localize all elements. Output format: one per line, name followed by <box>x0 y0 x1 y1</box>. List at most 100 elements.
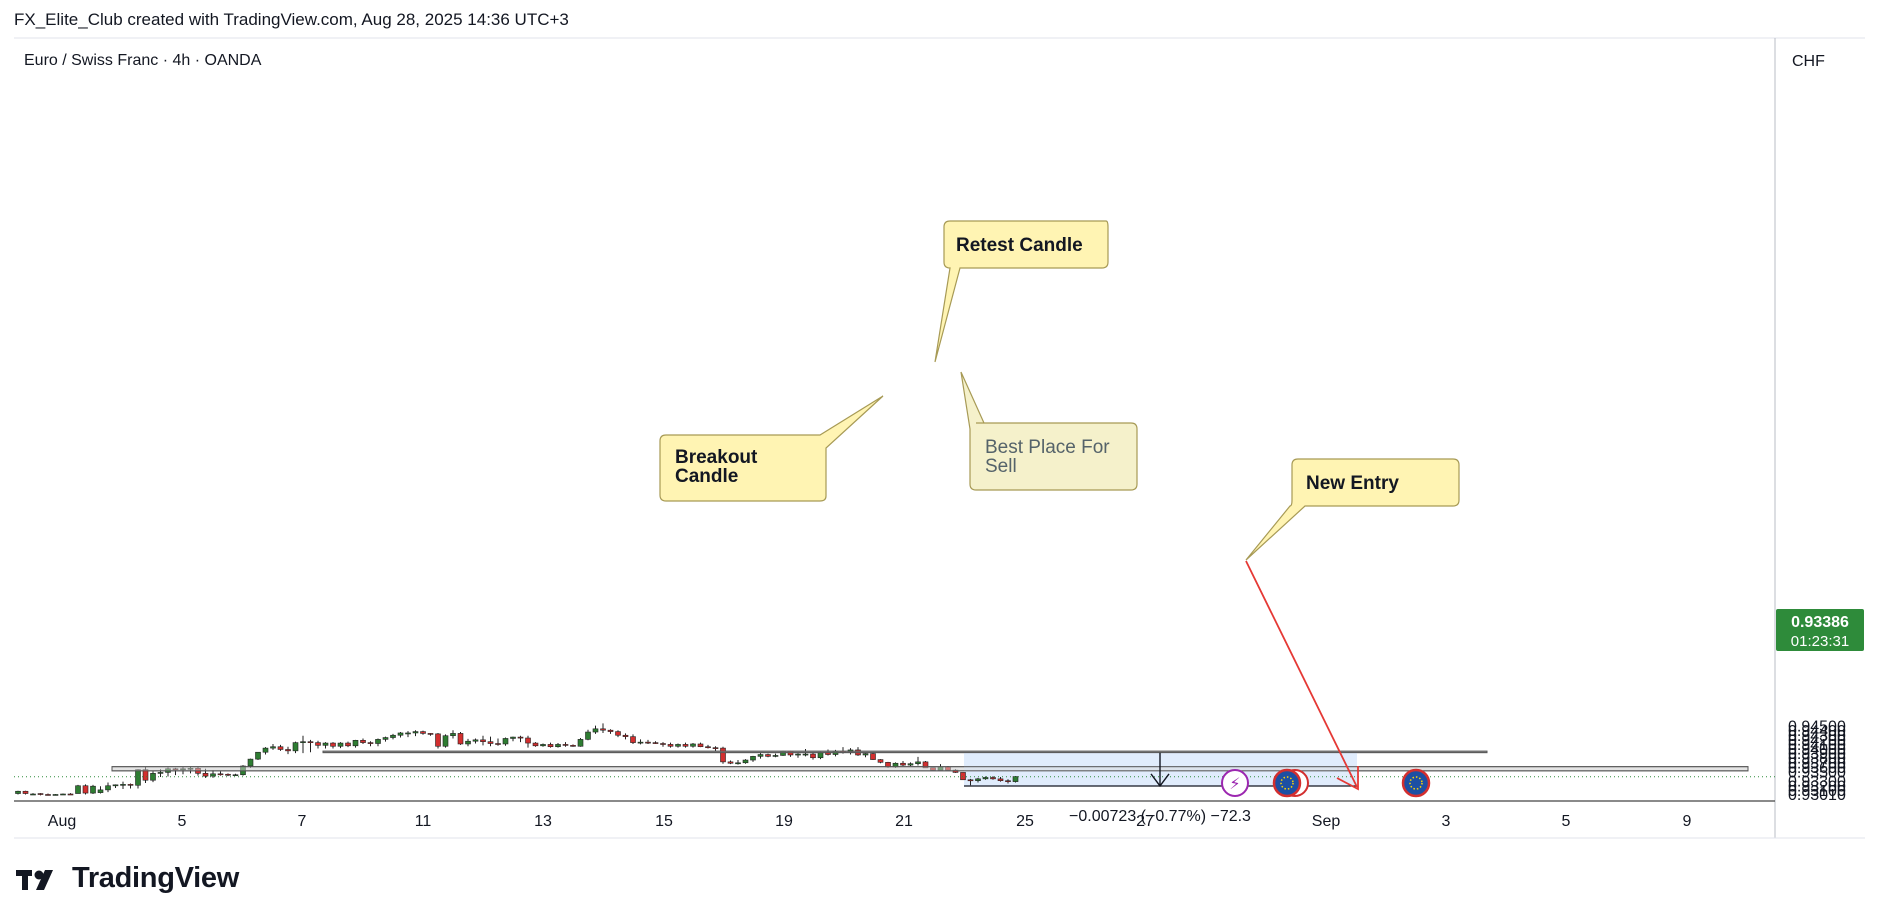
price-axis[interactable]: 0.945000.944000.943000.942000.941000.940… <box>1788 719 1846 804</box>
candle-body-up <box>742 759 749 764</box>
candle-body-up <box>135 769 141 786</box>
candle <box>135 769 141 789</box>
candle <box>352 739 359 748</box>
candle <box>877 759 884 764</box>
candle <box>307 739 314 753</box>
candle-body-up <box>915 761 921 765</box>
breakout-candle-callout[interactable]: Breakout Candle <box>659 395 884 502</box>
candle-body-down <box>697 743 704 748</box>
candle-body-down <box>225 773 231 776</box>
candle-body-up <box>322 742 329 746</box>
candle-body-up <box>247 758 254 767</box>
candle <box>622 733 629 740</box>
candle <box>105 782 111 793</box>
price-tick-label: 0.94300 <box>1788 728 1846 745</box>
candle-body-down <box>765 754 771 757</box>
candle-body-down <box>315 742 321 746</box>
candle <box>217 771 224 776</box>
candle <box>547 742 554 748</box>
candle <box>262 747 269 755</box>
time-axis[interactable]: Aug 5 7 11 13 15 19 21 25 27 Sep 3 5 9 <box>48 813 1692 830</box>
price-tick-label: 0.93200 <box>1788 778 1846 795</box>
price-tick-label: 0.94100 <box>1788 737 1846 754</box>
candle-body-down <box>682 744 689 747</box>
candle-body-down <box>930 767 936 771</box>
best-place-sell-callout[interactable]: Best Place For Sell <box>960 371 1138 491</box>
time-tick-label: 11 <box>415 813 432 830</box>
candle-body-down <box>495 743 501 745</box>
price-tick-label: 0.93100 <box>1788 783 1846 800</box>
retest-candle-callout[interactable]: Retest Candle <box>934 220 1109 363</box>
candle <box>682 742 689 748</box>
candle <box>517 735 524 743</box>
candle-body-down <box>420 731 426 734</box>
candle <box>555 743 561 748</box>
candle-body-down <box>997 778 1004 781</box>
candle-body-down <box>457 733 464 745</box>
candle-body-down <box>667 744 674 747</box>
candle-body-down <box>547 744 554 748</box>
candle <box>607 729 614 734</box>
candle-body-up <box>180 768 186 771</box>
candle-body-down <box>37 793 44 795</box>
new-entry-callout-box <box>1245 458 1460 561</box>
candle-body-up <box>735 762 741 765</box>
candle <box>532 742 539 747</box>
time-tick-label: Aug <box>48 813 76 830</box>
candle-body-up <box>637 741 644 744</box>
candle <box>502 737 509 746</box>
candle <box>907 762 914 767</box>
candle <box>727 760 734 765</box>
candle <box>735 760 741 765</box>
projected-move-arrow[interactable] <box>1245 560 1359 791</box>
candle <box>525 735 531 748</box>
candle-body-up <box>390 734 396 738</box>
time-tick-label: Sep <box>1312 813 1341 830</box>
candle-body-up <box>52 794 59 796</box>
candle <box>142 766 149 783</box>
eu-flag-event-icon-2[interactable] <box>1401 768 1431 798</box>
candle-body-down <box>960 772 966 781</box>
time-tick-label: 15 <box>655 813 673 830</box>
event-icons[interactable]: ⚡ <box>1221 768 1431 798</box>
price-tick-label: 0.93700 <box>1788 755 1846 772</box>
candle-body-up <box>450 733 456 737</box>
candle-body-down <box>1005 780 1011 782</box>
candle-body-down <box>487 741 494 744</box>
candle-body-up <box>772 755 779 757</box>
new-entry-callout[interactable]: New Entry <box>1245 458 1460 561</box>
breakout-callout-line-1: Breakout <box>675 447 758 468</box>
candle <box>990 776 996 780</box>
tradingview-brand[interactable]: TradingView <box>16 862 239 895</box>
candle <box>382 736 389 742</box>
candle <box>472 738 479 744</box>
eu-flag-event-icon[interactable] <box>1272 768 1302 798</box>
candle <box>112 784 119 789</box>
price-tick-label: 0.94000 <box>1788 742 1846 759</box>
candle <box>697 742 704 748</box>
candle <box>375 738 381 747</box>
candle-body-up <box>675 744 681 747</box>
candle-body-down <box>82 785 89 794</box>
candle-body-up <box>210 773 216 777</box>
measure-arrowhead <box>1150 773 1170 788</box>
candle-body-up <box>30 793 36 796</box>
candle <box>810 752 816 760</box>
flash-event-icon[interactable] <box>1221 769 1249 797</box>
candle <box>15 790 21 795</box>
candle-body-up <box>472 739 479 742</box>
candle-body-down <box>645 741 651 744</box>
candle-body-up <box>60 793 66 796</box>
candle-body-down <box>217 773 224 776</box>
last-price-value: 0.93386 <box>1791 614 1849 631</box>
candle-body-up <box>1012 776 1019 782</box>
candle-body-down <box>277 746 284 750</box>
candle-body-down <box>660 743 666 745</box>
candle <box>45 793 51 796</box>
candle <box>630 734 636 744</box>
candle <box>397 732 404 738</box>
candle <box>900 760 906 767</box>
candle <box>390 733 396 740</box>
candle <box>210 770 216 778</box>
